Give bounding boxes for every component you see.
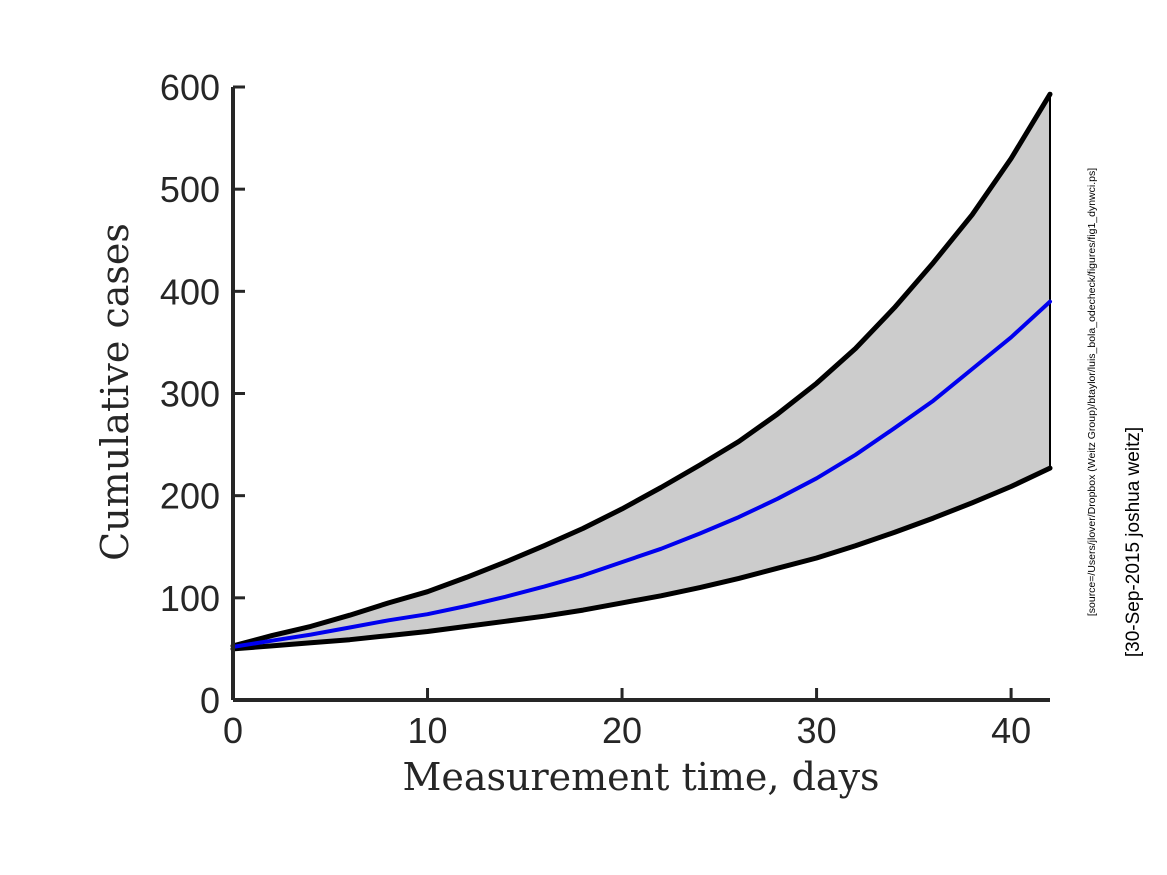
x-axis-title: Measurement time, days [402, 755, 879, 799]
y-tick-label: 200 [160, 476, 220, 517]
x-tick-label: 0 [223, 710, 243, 751]
y-tick-label: 600 [160, 67, 220, 108]
x-tick-label: 40 [991, 710, 1031, 751]
x-tick-label: 10 [408, 710, 448, 751]
date-author-stamp: [30-Sep-2015 joshua weitz] [1123, 427, 1144, 657]
x-tick-label: 30 [797, 710, 837, 751]
y-tick-label: 100 [160, 578, 220, 619]
y-tick-label: 400 [160, 271, 220, 312]
x-tick-label: 20 [602, 710, 642, 751]
plot-area [230, 91, 1053, 652]
y-tick-label: 500 [160, 169, 220, 210]
y-tick-label: 300 [160, 374, 220, 415]
axes [231, 85, 1050, 702]
lower-bound-line [230, 465, 1053, 652]
source-path-note: [source=/Users/jlover/Dropbox (Weitz Gro… [1086, 168, 1098, 616]
median-line [231, 299, 1052, 649]
y-tick-label: 0 [200, 680, 220, 721]
upper-bound-line [230, 91, 1053, 649]
y-axis-title: Cumulative cases [93, 223, 137, 561]
confidence-band [233, 94, 1050, 649]
